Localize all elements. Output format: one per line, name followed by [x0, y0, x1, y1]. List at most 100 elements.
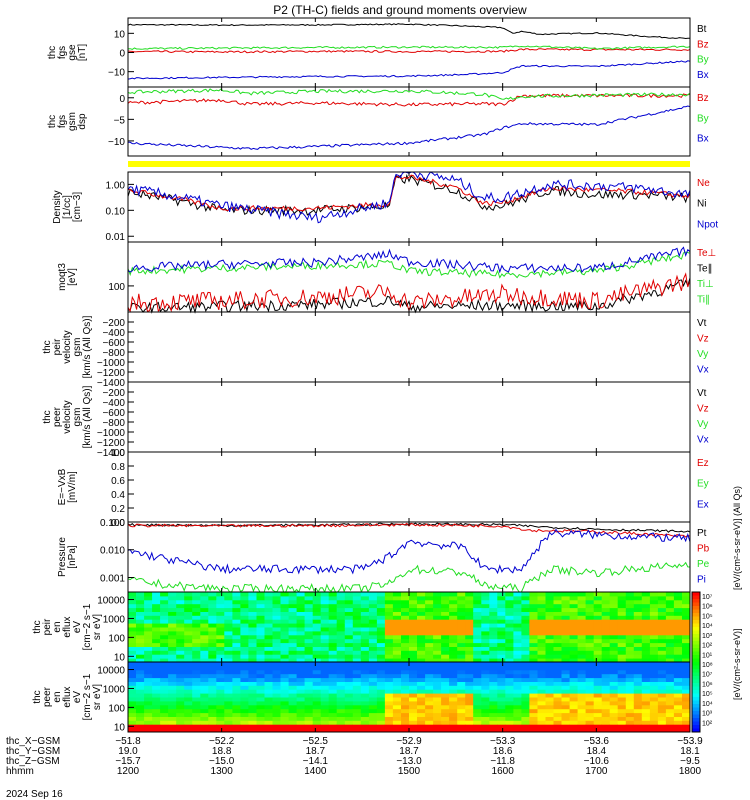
spectrogram-cell: [673, 630, 683, 636]
spectrogram-cell: [401, 704, 410, 710]
spectrogram-cell: [553, 716, 562, 721]
spectrogram-cell: [465, 685, 474, 690]
spectrogram-cell: [505, 599, 514, 605]
spectrogram-cell: [617, 654, 627, 659]
spectrogram-cell: [489, 658, 498, 663]
spectrogram-cell: [545, 634, 554, 640]
spectrogram-cell: [593, 689, 603, 694]
spectrogram-cell: [465, 693, 474, 698]
spectrogram-cell: [625, 689, 635, 694]
legend-entry: Bz: [697, 93, 709, 104]
colorbar-swatch: [692, 655, 700, 659]
spectrogram-cell: [288, 708, 298, 714]
spectrogram-cell: [625, 650, 635, 655]
spectrogram-cell: [529, 681, 538, 686]
spectrogram-cell: [208, 634, 217, 640]
spectrogram-cell: [649, 611, 659, 616]
spectrogram-cell: [489, 650, 498, 655]
spectrogram-cell: [409, 646, 418, 651]
spectrogram-cell: [625, 623, 635, 628]
y-axis-label: [cm−3]: [72, 192, 83, 223]
spectrogram-cell: [682, 646, 691, 651]
spectrogram-cell: [208, 693, 217, 698]
spectrogram-cell: [392, 720, 402, 725]
spectrogram-cell: [569, 592, 579, 597]
spectrogram-cell: [682, 662, 691, 667]
spectrogram-cell: [200, 642, 209, 647]
spectrogram-cell: [128, 642, 137, 647]
spectrogram-cell: [665, 708, 675, 714]
spectrogram-cell: [136, 646, 145, 651]
spectrogram-cell: [384, 669, 394, 675]
spectrogram-cell: [192, 654, 201, 659]
spectrogram-cell: [168, 697, 177, 702]
spectrogram-cell: [352, 704, 362, 710]
spectrogram-cell: [328, 693, 338, 698]
spectrogram-cell: [240, 704, 249, 710]
spectrogram-cell: [232, 689, 241, 694]
spectrogram-cell: [296, 681, 306, 686]
spectrogram-cell: [328, 700, 338, 706]
spectrogram-cell: [152, 669, 161, 675]
spectrogram-cell: [641, 720, 651, 725]
spectrogram-cell: [360, 728, 370, 733]
y-tick-label: 10: [114, 29, 126, 40]
spectrogram-cell: [633, 677, 643, 682]
spectrogram-cell: [152, 592, 161, 597]
spectrogram-cell: [168, 611, 177, 616]
spectrogram-cell: [633, 728, 643, 733]
spectrogram-cell: [144, 712, 153, 717]
spectrogram-cell: [352, 681, 362, 686]
spectrogram-cell: [497, 665, 506, 671]
legend-entry: Te∥: [697, 264, 713, 275]
colorbar-label: 10³: [702, 633, 713, 640]
spectrogram-cell: [160, 592, 169, 597]
spectrogram-cell: [633, 689, 643, 694]
spectrogram-cell: [312, 689, 322, 694]
spectrogram-cell: [168, 623, 177, 628]
spectrogram-cell: [256, 673, 265, 679]
spectrogram-cell: [232, 623, 241, 628]
spectrogram-cell: [240, 607, 249, 612]
spectrogram-cell: [465, 623, 474, 628]
spectrogram-cell: [216, 630, 225, 636]
spectrogram-cell: [665, 607, 675, 612]
spectrogram-cell: [288, 650, 298, 655]
spectrogram-cell: [513, 677, 522, 682]
spectrogram-cell: [409, 650, 418, 655]
spectrogram-cell: [617, 685, 627, 690]
spectrogram-cell: [545, 658, 554, 663]
spectrogram-cell: [545, 595, 554, 601]
spectrogram-cell: [401, 623, 410, 628]
spectrogram-cell: [232, 673, 241, 679]
spectrogram-cell: [160, 704, 169, 710]
spectrogram-cell: [208, 720, 217, 725]
spectrogram-cell: [609, 712, 619, 717]
spectrogram-cell: [641, 630, 651, 636]
spectrogram-cell: [561, 697, 570, 702]
spectrogram-cell: [176, 654, 185, 659]
spectrogram-cell: [682, 693, 691, 698]
spectrogram-cell: [457, 700, 466, 706]
spectrogram-cell: [529, 650, 538, 655]
spectrogram-cell: [376, 665, 386, 671]
spectrogram-cell: [216, 728, 225, 733]
y-axis-label: peir: [42, 618, 53, 635]
spectrogram-cell: [280, 630, 289, 636]
spectrogram-cell: [352, 720, 362, 725]
colorbar-frame: [691, 591, 701, 733]
spectrogram-cell: [617, 724, 627, 729]
spectrogram-cell: [264, 673, 273, 679]
spectrogram-cell: [304, 646, 314, 651]
x-axis-value: −11.8: [490, 756, 515, 767]
spectrogram-cell: [232, 708, 241, 714]
spectrogram-cell: [682, 728, 691, 733]
spectrogram-cell: [320, 677, 330, 682]
spectrogram-cell: [168, 681, 177, 686]
colorbar-swatch: [692, 606, 700, 610]
spectrogram-cell: [481, 634, 490, 640]
spectrogram-cell: [368, 728, 378, 733]
y-tick-label: −200: [102, 388, 125, 399]
spectrogram-cell: [216, 595, 225, 601]
